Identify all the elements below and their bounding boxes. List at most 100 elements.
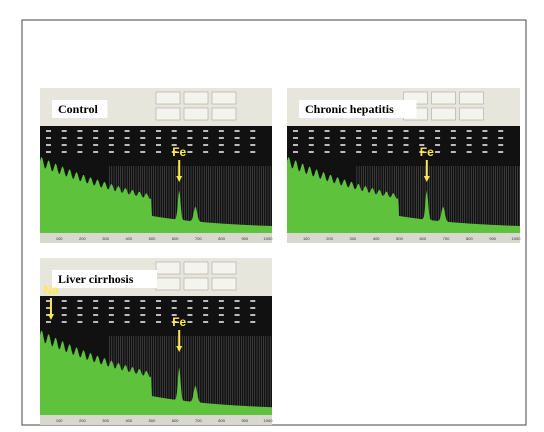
toolbar-button [460, 108, 484, 120]
element-mark [62, 307, 67, 309]
toolbar-button [460, 92, 484, 104]
element-mark [203, 144, 208, 146]
toolbar-button [184, 92, 208, 104]
axis-tick-label: 500 [149, 236, 156, 241]
element-mark [62, 151, 67, 153]
element-annotation: Fe [420, 145, 434, 159]
element-mark [109, 144, 114, 146]
element-mark [325, 151, 330, 153]
element-mark [467, 151, 472, 153]
axis-tick-label: 200 [326, 236, 333, 241]
element-mark [372, 137, 377, 139]
element-mark [125, 314, 130, 316]
toolbar-button [212, 278, 236, 290]
element-mark [419, 130, 424, 132]
axis-tick-label: 1000 [264, 418, 274, 423]
element-mark [140, 137, 145, 139]
axis-tick-label: 1000 [512, 236, 522, 241]
element-mark [140, 151, 145, 153]
element-mark [156, 130, 161, 132]
element-mark [187, 151, 192, 153]
element-mark [250, 130, 255, 132]
element-mark [235, 137, 240, 139]
element-mark [340, 130, 345, 132]
element-mark [482, 130, 487, 132]
element-mark [356, 151, 361, 153]
element-mark [250, 137, 255, 139]
element-mark [156, 151, 161, 153]
axis-tick-label: 400 [373, 236, 380, 241]
toolbar-button [184, 262, 208, 274]
element-mark [467, 144, 472, 146]
element-mark [77, 300, 82, 302]
element-mark [203, 151, 208, 153]
element-mark [293, 151, 298, 153]
element-mark [388, 137, 393, 139]
toolbar-button [156, 108, 180, 120]
element-mark [203, 130, 208, 132]
element-mark [156, 144, 161, 146]
element-mark [325, 130, 330, 132]
element-mark [388, 144, 393, 146]
element-mark [125, 307, 130, 309]
element-mark [109, 151, 114, 153]
axis-tick-label: 900 [241, 418, 248, 423]
element-mark [435, 151, 440, 153]
element-mark [340, 144, 345, 146]
element-mark [77, 151, 82, 153]
element-mark [451, 151, 456, 153]
element-mark [187, 307, 192, 309]
element-mark [219, 307, 224, 309]
element-mark [498, 130, 503, 132]
axis-strip [40, 233, 272, 243]
axis-tick-label: 100 [56, 418, 63, 423]
element-mark [235, 300, 240, 302]
toolbar-button [432, 108, 456, 120]
element-mark [46, 130, 51, 132]
element-mark [250, 300, 255, 302]
element-annotation: Fe [172, 145, 186, 159]
element-mark [125, 137, 130, 139]
element-mark [203, 137, 208, 139]
figure: 1002003004005006007008009001000ControlFe… [0, 0, 544, 432]
element-mark [498, 151, 503, 153]
axis-tick-label: 800 [218, 236, 225, 241]
element-mark [156, 314, 161, 316]
element-annotation: Fe [172, 315, 186, 329]
element-mark [482, 151, 487, 153]
element-mark [203, 300, 208, 302]
element-mark [435, 137, 440, 139]
axis-tick-label: 600 [419, 236, 426, 241]
element-mark [77, 130, 82, 132]
element-mark [93, 130, 98, 132]
element-mark [309, 144, 314, 146]
element-mark [203, 321, 208, 323]
element-mark [187, 130, 192, 132]
element-mark [140, 144, 145, 146]
toolbar-button [156, 278, 180, 290]
axis-tick-label: 700 [195, 418, 202, 423]
element-mark [62, 137, 67, 139]
element-mark [172, 300, 177, 302]
element-mark [140, 314, 145, 316]
axis-tick-label: 600 [172, 418, 179, 423]
element-mark [482, 137, 487, 139]
axis-tick-label: 300 [350, 236, 357, 241]
element-mark [156, 137, 161, 139]
axis-tick-label: 600 [172, 236, 179, 241]
element-mark [46, 151, 51, 153]
element-mark [235, 307, 240, 309]
element-mark [309, 130, 314, 132]
element-mark [62, 144, 67, 146]
element-mark [77, 314, 82, 316]
element-mark [172, 130, 177, 132]
element-mark [109, 300, 114, 302]
element-mark [77, 137, 82, 139]
axis-tick-label: 800 [466, 236, 473, 241]
element-mark [77, 321, 82, 323]
element-mark [325, 137, 330, 139]
axis-tick-label: 200 [79, 236, 86, 241]
axis-tick-label: 700 [443, 236, 450, 241]
element-mark [372, 151, 377, 153]
